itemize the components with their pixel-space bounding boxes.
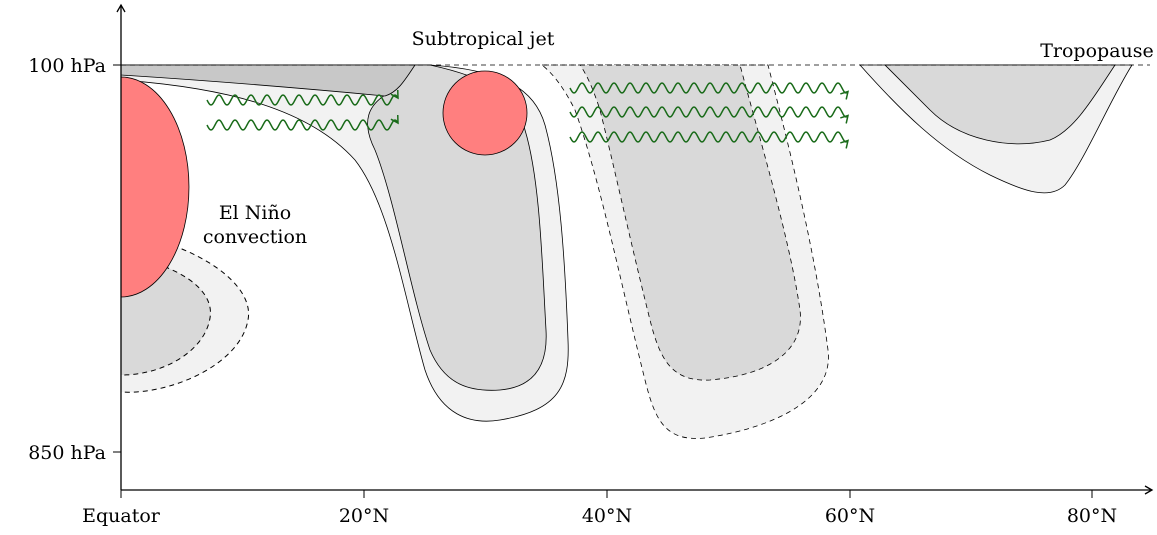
wave-arrow [569, 106, 850, 124]
wave-arrow [569, 82, 850, 100]
wave-arrow [206, 90, 399, 106]
jet-convection [442, 70, 528, 156]
annotation: convection [203, 226, 307, 248]
x-label: 80°N [1067, 505, 1117, 527]
x-label: Equator [82, 505, 161, 527]
y-label: 100 hPa [28, 55, 106, 77]
band-inner [579, 64, 801, 381]
annotation: Tropopause [1040, 40, 1154, 62]
annotation: Subtropical jet [412, 28, 555, 50]
x-label: 20°N [339, 505, 389, 527]
jet-top [120, 64, 416, 97]
x-label: 60°N [825, 505, 875, 527]
annotation: El Niño [219, 202, 291, 224]
wave-arrow [206, 115, 399, 131]
polar-inner [884, 64, 1116, 145]
x-label: 40°N [582, 505, 632, 527]
el-nino-convection [120, 76, 190, 298]
y-label: 850 hPa [28, 442, 106, 464]
wave-arrow [569, 131, 850, 149]
